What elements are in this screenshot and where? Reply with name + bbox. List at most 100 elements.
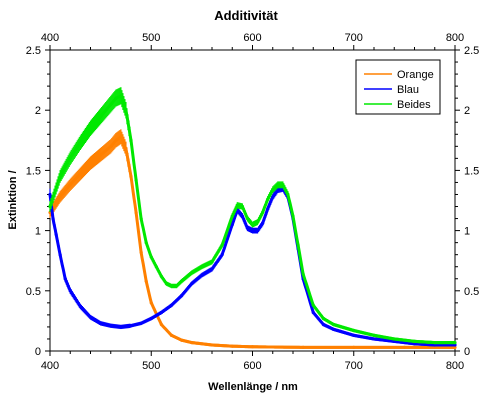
data-point: [124, 147, 128, 151]
data-point: [48, 204, 52, 209]
data-point: [119, 135, 123, 139]
data-point: [271, 195, 275, 199]
data-point: [235, 203, 239, 207]
y-tick-label: 1: [35, 226, 41, 238]
data-point: [453, 340, 457, 345]
x-tick-label: 800: [446, 360, 464, 372]
y-tick-label-right: 0: [464, 346, 470, 358]
data-point: [144, 279, 148, 283]
x-tick-label: 700: [345, 360, 363, 372]
data-point: [134, 178, 138, 182]
data-point: [200, 273, 204, 277]
data-point: [311, 310, 315, 315]
series-orange: [48, 129, 457, 349]
y-tick-label: 2.5: [26, 45, 41, 57]
x-tick-label-top: 500: [142, 32, 160, 44]
data-point: [230, 214, 234, 218]
data-point: [68, 183, 72, 187]
data-point: [114, 138, 118, 142]
legend-label-blau: Blau: [397, 84, 419, 96]
data-point: [154, 265, 158, 269]
data-point: [119, 325, 123, 329]
data-point: [291, 214, 295, 218]
data-point: [266, 197, 270, 201]
data-point: [210, 343, 214, 347]
data-point: [190, 281, 194, 286]
data-point: [109, 324, 113, 328]
data-point: [286, 192, 290, 197]
x-tick-label-top: 600: [243, 32, 261, 44]
legend: Orange Blau Beides: [355, 59, 441, 115]
data-point: [190, 340, 194, 345]
data-point: [159, 274, 163, 278]
data-point: [159, 322, 163, 327]
data-point: [266, 207, 270, 211]
data-point: [63, 277, 67, 281]
y-tick-label: 0: [35, 346, 41, 358]
data-point: [321, 322, 325, 327]
data-point: [392, 337, 396, 341]
data-point: [412, 339, 417, 343]
data-point: [261, 210, 265, 215]
data-point: [321, 316, 325, 321]
data-point: [311, 303, 315, 307]
data-point: [301, 272, 305, 276]
data-point: [255, 220, 260, 224]
data-point: [119, 94, 123, 98]
data-point: [129, 174, 133, 179]
data-point: [261, 221, 265, 225]
data-point: [230, 344, 234, 348]
data-point: [68, 289, 72, 293]
data-point: [99, 321, 103, 325]
data-point: [139, 250, 143, 254]
data-point: [240, 204, 244, 209]
data-point: [124, 108, 128, 112]
data-point: [250, 222, 255, 227]
y-tick-label-right: 2.5: [464, 45, 479, 57]
data-point: [88, 126, 93, 130]
data-point: [433, 340, 437, 345]
data-point: [372, 337, 376, 341]
data-point: [78, 141, 82, 145]
data-point: [48, 192, 52, 197]
data-point: [453, 345, 457, 349]
data-point: [352, 333, 356, 337]
data-point: [109, 102, 113, 106]
x-tick-label: 600: [243, 360, 261, 372]
data-point: [250, 229, 255, 233]
data-point: [255, 229, 260, 233]
data-point: [352, 345, 356, 349]
y-tick-label-right: 1.5: [464, 165, 479, 177]
data-point: [109, 144, 113, 148]
data-point: [99, 153, 103, 157]
data-point: [240, 214, 244, 218]
legend-label-beides: Beides: [397, 99, 431, 111]
data-point: [250, 345, 255, 349]
data-point: [54, 232, 58, 236]
y-tick-label: 0.5: [26, 286, 41, 298]
data-point: [134, 210, 138, 215]
data-point: [180, 338, 184, 342]
data-point: [190, 271, 194, 275]
data-point: [169, 333, 174, 337]
data-point: [331, 322, 336, 327]
data-point: [88, 315, 93, 319]
x-tick-label: 400: [41, 360, 59, 372]
data-point: [99, 114, 103, 118]
data-point: [88, 161, 93, 165]
data-point: [230, 222, 234, 227]
data-point: [149, 255, 153, 259]
data-point: [58, 253, 62, 257]
data-point: [159, 310, 163, 315]
y-tick-label-right: 0.5: [464, 286, 479, 298]
x-tick-label-top: 700: [345, 32, 363, 44]
series-layer: [48, 87, 457, 349]
y-axis-label: Extinktion /: [7, 170, 19, 229]
x-tick-label: 500: [142, 360, 160, 372]
data-point: [139, 321, 143, 325]
data-point: [296, 243, 300, 247]
data-point: [180, 279, 184, 283]
data-point: [139, 216, 143, 221]
